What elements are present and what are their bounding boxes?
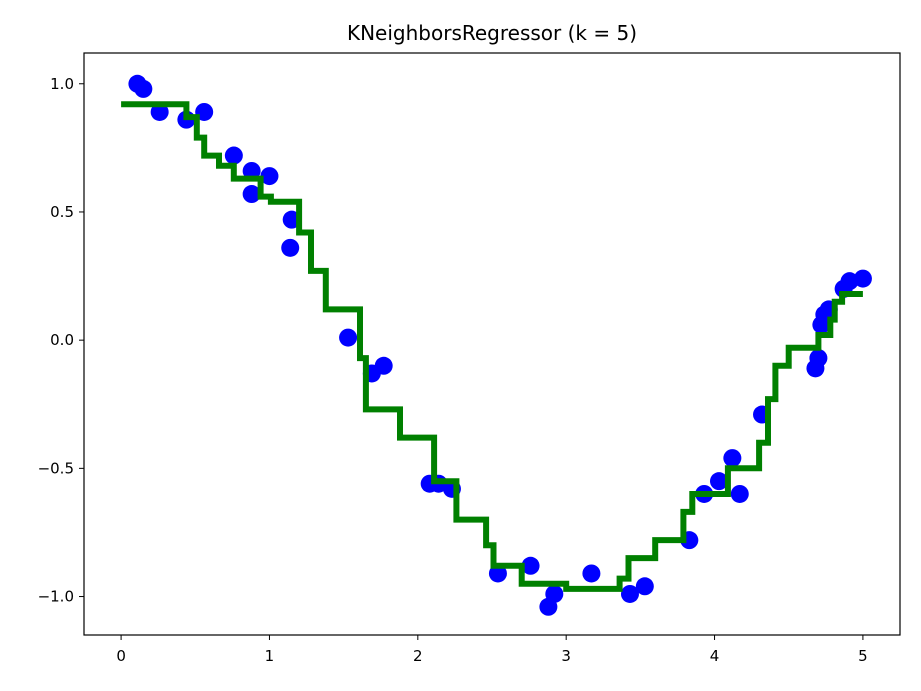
data-point <box>809 349 828 368</box>
data-point <box>374 356 393 375</box>
scatter-series <box>128 74 872 616</box>
data-point <box>709 472 728 491</box>
x-tick-label: 4 <box>710 647 720 665</box>
data-point <box>582 564 601 583</box>
x-tick-label: 1 <box>265 647 275 665</box>
axes: 0 1 2 3 4 5 1.0 0.5 0.0 −0.5 −1.0 <box>38 75 868 665</box>
y-tick-label: 0.0 <box>50 331 74 349</box>
data-point <box>730 484 749 503</box>
x-tick-label: 5 <box>858 647 868 665</box>
data-point <box>853 269 872 288</box>
x-tick-label: 3 <box>561 647 571 665</box>
data-point <box>134 79 153 98</box>
y-tick-label: −0.5 <box>38 459 74 477</box>
data-point <box>840 272 859 291</box>
data-point <box>242 161 261 180</box>
data-point <box>620 584 639 603</box>
data-point <box>635 577 654 596</box>
data-point <box>521 556 540 575</box>
chart-title: KNeighborsRegressor (k = 5) <box>347 21 637 45</box>
data-point <box>260 167 279 186</box>
y-tick-label: 1.0 <box>50 75 74 93</box>
data-point <box>488 564 507 583</box>
x-tick-label: 2 <box>413 647 423 665</box>
data-point <box>339 328 358 347</box>
prediction-line <box>121 101 863 592</box>
data-point <box>224 146 243 165</box>
y-tick-label: −1.0 <box>38 588 74 606</box>
data-point <box>545 584 564 603</box>
data-point <box>723 449 742 468</box>
plot-frame <box>83 52 901 636</box>
data-point <box>281 238 300 257</box>
x-tick-label: 0 <box>116 647 126 665</box>
data-point <box>150 102 169 121</box>
data-point <box>242 185 261 204</box>
plot-area <box>121 74 872 616</box>
y-tick-label: 0.5 <box>50 203 74 221</box>
